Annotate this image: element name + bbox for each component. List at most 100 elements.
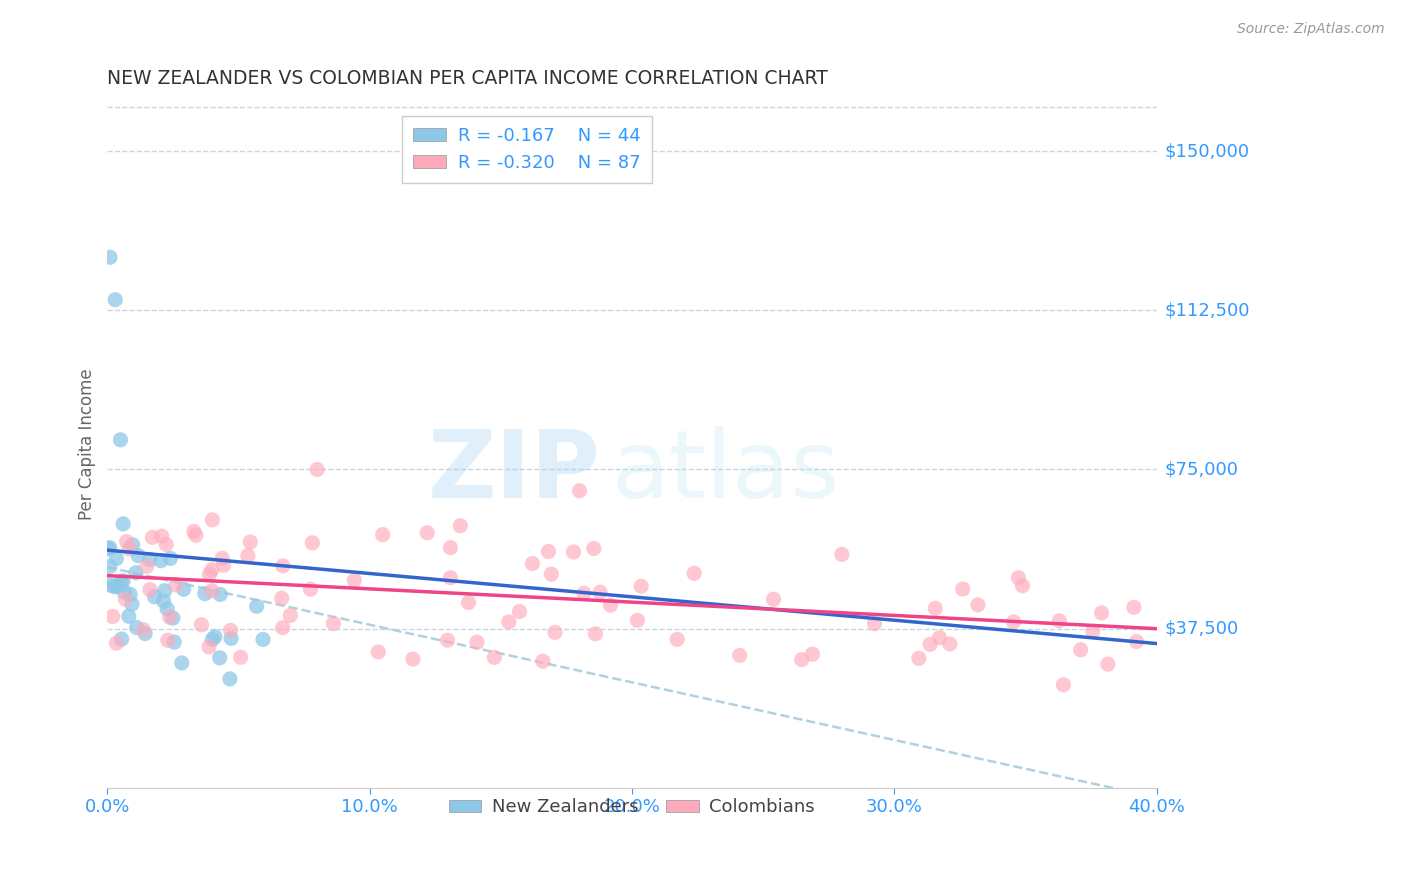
Y-axis label: Per Capita Income: Per Capita Income — [79, 368, 96, 520]
Point — [184, 528, 207, 542]
Point — [322, 616, 344, 631]
Point — [97, 541, 120, 556]
Point — [271, 558, 294, 573]
Point — [967, 598, 990, 612]
Point — [110, 632, 132, 646]
Text: NEW ZEALANDER VS COLOMBIAN PER CAPITA INCOME CORRELATION CHART: NEW ZEALANDER VS COLOMBIAN PER CAPITA IN… — [107, 69, 828, 87]
Point — [149, 554, 172, 568]
Point — [153, 583, 176, 598]
Point — [101, 609, 124, 624]
Point — [1011, 579, 1033, 593]
Point — [138, 552, 160, 566]
Point — [801, 647, 824, 661]
Point — [156, 633, 179, 648]
Point — [831, 548, 853, 562]
Point — [152, 594, 174, 608]
Point — [540, 567, 562, 582]
Point — [219, 632, 242, 646]
Point — [585, 627, 607, 641]
Point — [299, 582, 322, 597]
Point — [139, 582, 162, 597]
Point — [194, 587, 217, 601]
Point — [928, 631, 950, 645]
Text: atlas: atlas — [612, 425, 839, 517]
Point — [790, 653, 813, 667]
Point — [367, 645, 389, 659]
Point — [159, 610, 181, 624]
Point — [98, 578, 121, 592]
Point — [582, 541, 605, 556]
Point — [307, 462, 329, 476]
Point — [135, 559, 157, 574]
Point — [439, 541, 461, 555]
Point — [125, 621, 148, 635]
Point — [544, 625, 567, 640]
Point — [1125, 634, 1147, 648]
Point — [599, 598, 621, 612]
Point — [118, 541, 141, 556]
Point — [449, 518, 471, 533]
Text: $37,500: $37,500 — [1166, 620, 1239, 638]
Point — [98, 559, 121, 574]
Point — [457, 595, 479, 609]
Point — [198, 640, 221, 654]
Point — [162, 611, 184, 625]
Point — [170, 656, 193, 670]
Point — [105, 636, 128, 650]
Point — [436, 633, 458, 648]
Point — [465, 635, 488, 649]
Point — [683, 566, 706, 581]
Point — [626, 613, 648, 627]
Point — [498, 615, 520, 629]
Point — [201, 583, 224, 598]
Point — [509, 605, 531, 619]
Point — [246, 599, 269, 614]
Point — [924, 601, 946, 615]
Point — [190, 617, 212, 632]
Point — [112, 574, 135, 588]
Point — [104, 293, 127, 307]
Text: $150,000: $150,000 — [1166, 142, 1250, 161]
Point — [114, 592, 136, 607]
Point — [118, 609, 141, 624]
Point — [201, 632, 224, 647]
Point — [1047, 614, 1070, 628]
Point — [183, 524, 205, 539]
Point — [252, 632, 274, 647]
Point — [110, 574, 132, 589]
Point — [155, 537, 177, 551]
Point — [204, 630, 226, 644]
Point — [219, 672, 242, 686]
Point — [236, 549, 259, 563]
Text: $75,000: $75,000 — [1166, 460, 1239, 478]
Point — [371, 527, 394, 541]
Point — [150, 529, 173, 543]
Point — [198, 567, 221, 582]
Point — [270, 591, 292, 606]
Point — [343, 574, 366, 588]
Point — [173, 582, 195, 597]
Point — [280, 608, 302, 623]
Point — [105, 551, 128, 566]
Point — [104, 580, 127, 594]
Text: Source: ZipAtlas.com: Source: ZipAtlas.com — [1237, 22, 1385, 37]
Point — [211, 551, 233, 566]
Point — [110, 433, 132, 447]
Point — [1052, 678, 1074, 692]
Point — [219, 624, 242, 638]
Point — [132, 623, 155, 637]
Point — [209, 587, 232, 601]
Point — [402, 652, 425, 666]
Text: $112,500: $112,500 — [1166, 301, 1250, 319]
Point — [908, 651, 931, 665]
Point — [103, 579, 125, 593]
Point — [120, 587, 142, 601]
Point — [484, 650, 506, 665]
Point — [115, 534, 138, 549]
Point — [1122, 600, 1144, 615]
Point — [589, 585, 612, 599]
Point — [112, 516, 135, 531]
Point — [156, 602, 179, 616]
Point — [165, 578, 187, 592]
Point — [239, 535, 262, 549]
